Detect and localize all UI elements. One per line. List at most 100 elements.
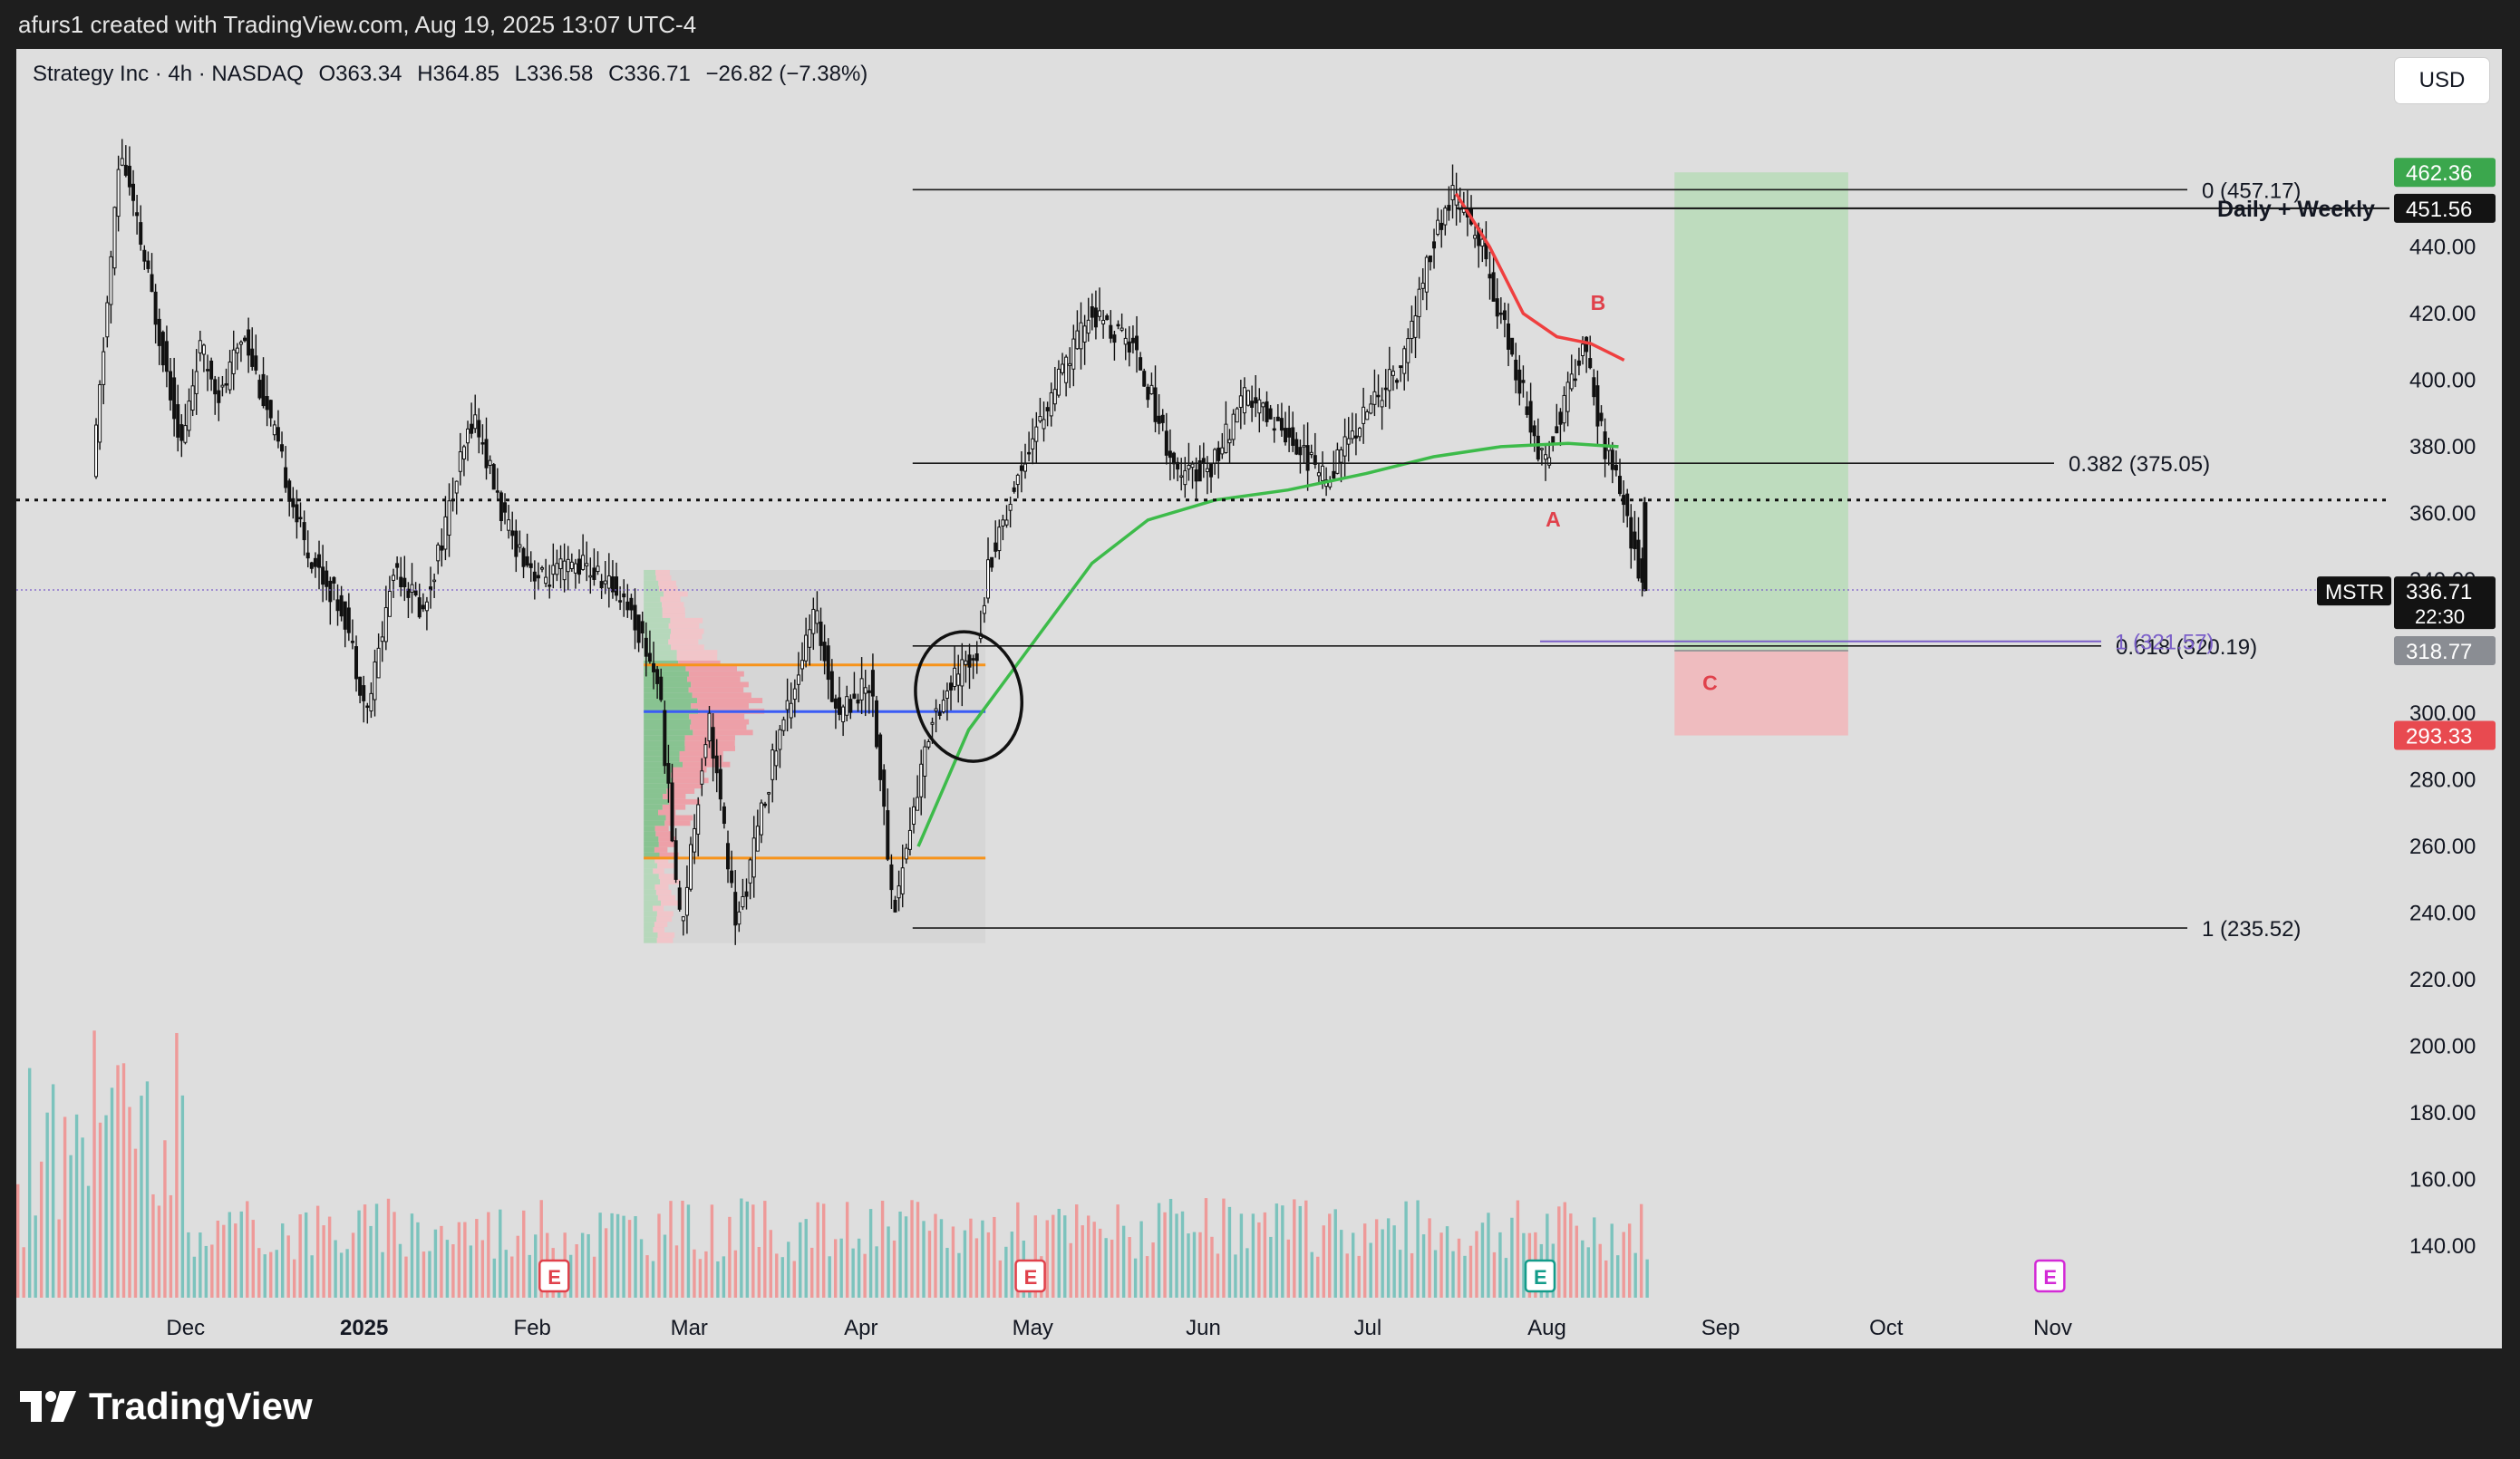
- candle: [354, 646, 359, 680]
- vp-bar-up: [644, 900, 662, 906]
- volume-bar: [1151, 1242, 1155, 1298]
- candle: [1383, 387, 1388, 391]
- candle: [759, 802, 763, 836]
- currency-button[interactable]: USD: [2395, 58, 2489, 103]
- candle: [499, 492, 503, 522]
- candle: [808, 629, 812, 648]
- volume-bar: [1075, 1204, 1079, 1298]
- candle: [700, 770, 704, 785]
- candle: [1079, 322, 1083, 350]
- candle: [169, 371, 173, 401]
- candle: [1350, 430, 1354, 440]
- x-axis-label: Aug: [1527, 1316, 1566, 1340]
- candle: [265, 396, 269, 411]
- candle: [1428, 255, 1432, 263]
- fib-extension-label: 1 (321.57): [2115, 631, 2214, 655]
- candle: [819, 621, 823, 646]
- volume-bar: [898, 1211, 902, 1298]
- vp-bar-down: [656, 937, 674, 943]
- earnings-marker[interactable]: [1014, 1259, 1046, 1293]
- candle: [172, 377, 177, 420]
- earnings-marker[interactable]: [1524, 1259, 1556, 1293]
- vp-bar-up: [644, 905, 654, 912]
- volume-bar: [1598, 1243, 1602, 1298]
- vp-bar-up: [644, 798, 670, 805]
- candle: [1439, 222, 1444, 230]
- tradingview-logo[interactable]: TradingView: [20, 1385, 313, 1428]
- volume-bar: [622, 1215, 625, 1298]
- candle: [971, 658, 975, 661]
- volume-bar: [140, 1096, 143, 1298]
- candle: [1257, 399, 1262, 414]
- candle: [1372, 391, 1377, 405]
- candle: [1592, 377, 1596, 398]
- volume-bar: [1133, 1258, 1138, 1298]
- volume-bar: [575, 1244, 578, 1298]
- candle: [1090, 305, 1094, 318]
- volume-bar: [1392, 1225, 1396, 1298]
- vp-bar-up: [644, 889, 656, 895]
- vp-bar-down: [655, 889, 672, 895]
- candle: [1342, 436, 1347, 457]
- volume-bar: [1086, 1215, 1090, 1298]
- vp-bar-up: [644, 750, 680, 757]
- volume-bar: [1316, 1256, 1320, 1298]
- earnings-marker[interactable]: [538, 1259, 570, 1293]
- fib-label: 0.382 (375.05): [2069, 452, 2210, 477]
- candle: [655, 669, 660, 684]
- volume-bar: [1110, 1239, 1114, 1298]
- earnings-marker[interactable]: [2034, 1259, 2066, 1293]
- vp-bar-down: [669, 798, 701, 805]
- vp-bar-up: [644, 884, 655, 890]
- price-chart[interactable]: 0 (457.17)0.382 (375.05)0.618 (320.19)1 …: [16, 49, 2502, 1348]
- candle: [599, 581, 604, 589]
- candle: [1168, 450, 1172, 459]
- candle: [528, 563, 533, 568]
- candle: [1149, 384, 1154, 395]
- candle: [774, 750, 779, 767]
- candle: [1436, 219, 1440, 236]
- vp-bar-down: [676, 650, 718, 656]
- ema-green-line[interactable]: [916, 441, 1619, 847]
- candle: [1064, 356, 1069, 383]
- volume-bar: [1128, 1237, 1131, 1298]
- x-axis-label: Oct: [1869, 1316, 1904, 1340]
- volume-bar: [1045, 1220, 1049, 1298]
- candle: [220, 384, 225, 388]
- last-candle[interactable]: [1643, 502, 1648, 592]
- stop-zone[interactable]: [1674, 651, 1848, 736]
- candle: [325, 570, 329, 587]
- candle: [960, 659, 964, 687]
- candle: [1279, 418, 1284, 431]
- vp-bar-up: [644, 788, 667, 794]
- volume-bar: [163, 1140, 167, 1298]
- volume-bar: [1404, 1201, 1408, 1298]
- candle: [893, 899, 897, 913]
- vp-bar-up: [644, 591, 664, 597]
- x-axis-label: 2025: [340, 1316, 388, 1340]
- symbol-description[interactable]: Strategy Inc · 4h · NASDAQ: [33, 62, 304, 86]
- vp-bar-down: [653, 927, 665, 932]
- candle: [466, 428, 470, 444]
- breakout-circle[interactable]: [904, 622, 1033, 771]
- volume-bar: [1604, 1260, 1608, 1298]
- candle: [815, 610, 819, 624]
- volume-bar: [740, 1198, 743, 1298]
- candle: [1038, 416, 1042, 422]
- candle: [744, 891, 749, 897]
- vp-bar-down: [653, 905, 664, 912]
- volume-bar: [1004, 1246, 1008, 1298]
- volume-bar: [722, 1256, 726, 1298]
- candle: [142, 249, 147, 262]
- volume-bar: [480, 1240, 485, 1298]
- chart-panel[interactable]: 0 (457.17) 0.382 (375.05) 0.618 (320.19) 1 …: [16, 49, 2502, 1348]
- volume-bar: [121, 1063, 126, 1298]
- ema-red-line[interactable]: [1454, 192, 1625, 362]
- volume-bar: [204, 1245, 208, 1298]
- volume-bar: [1633, 1252, 1637, 1298]
- candle: [882, 769, 887, 807]
- candle: [1316, 472, 1321, 477]
- wave-label: B: [1591, 291, 1606, 314]
- target-zone[interactable]: [1674, 172, 1848, 652]
- candle: [555, 563, 559, 575]
